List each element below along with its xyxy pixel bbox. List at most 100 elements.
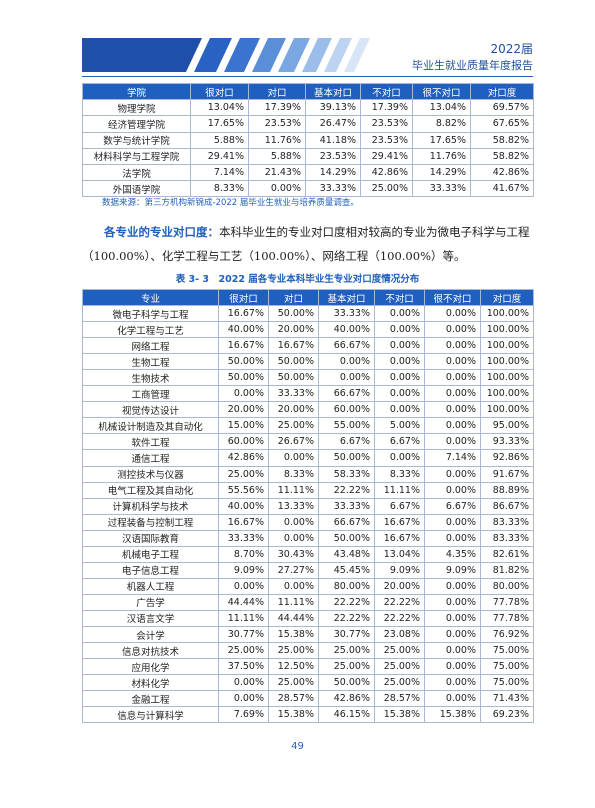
- value-cell: 14.29%: [305, 163, 361, 182]
- value-cell: 16.67%: [374, 529, 425, 547]
- value-cell: 66.67%: [318, 513, 375, 531]
- value-cell: 16.67%: [374, 513, 425, 531]
- header-year: 2022届: [490, 42, 533, 56]
- name-cell: 汉语国际教育: [82, 529, 219, 547]
- table-row: 网络工程 16.67% 16.67% 66.67% 0.00% 0.00% 100.00%: [82, 337, 534, 355]
- value-cell: 83.33%: [480, 513, 534, 531]
- value-cell: 100.00%: [480, 321, 534, 339]
- value-cell: 0.00%: [424, 433, 481, 451]
- value-cell: 8.82%: [412, 115, 471, 133]
- value-cell: 0.00%: [318, 353, 375, 371]
- name-cell: 法学院: [82, 163, 191, 182]
- value-cell: 25.00%: [318, 658, 375, 676]
- value-cell: 91.67%: [480, 465, 534, 483]
- name-cell: 工商管理: [82, 385, 219, 403]
- name-cell: 软件工程: [82, 433, 219, 451]
- value-cell: 100.00%: [480, 305, 534, 323]
- value-cell: 0.00%: [424, 417, 481, 435]
- value-cell: 13.04%: [190, 99, 249, 117]
- table-row: 材料科学与工程学院 29.41% 5.88% 23.53% 29.41% 11.76% 58…: [82, 147, 534, 165]
- value-cell: 33.33%: [218, 529, 269, 547]
- value-cell: 0.00%: [424, 305, 481, 323]
- value-cell: 42.86%: [318, 690, 375, 708]
- college-table: 学院 很对口 对口 基本对口 不对口 很不对口 对口度 物理学院 13.04% 17.39% 39.…: [82, 82, 534, 198]
- value-cell: 25.00%: [374, 642, 425, 660]
- table-row: 计算机科学与技术 40.00% 13.33% 33.33% 6.67% 6.67% 86.6…: [82, 497, 534, 515]
- header-cell: 专业: [82, 288, 219, 307]
- value-cell: 76.92%: [480, 625, 534, 644]
- value-cell: 50.00%: [268, 305, 319, 323]
- value-cell: 27.27%: [268, 561, 319, 579]
- value-cell: 25.00%: [374, 658, 425, 676]
- value-cell: 22.22%: [374, 609, 425, 627]
- value-cell: 33.33%: [268, 385, 319, 403]
- value-cell: 92.86%: [480, 449, 534, 467]
- value-cell: 8.70%: [218, 545, 269, 563]
- value-cell: 69.57%: [470, 99, 534, 117]
- value-cell: 28.57%: [374, 690, 425, 708]
- name-cell: 材料化学: [82, 674, 219, 692]
- name-cell: 汉语言文学: [82, 609, 219, 627]
- value-cell: 0.00%: [424, 337, 481, 355]
- value-cell: 17.65%: [190, 115, 249, 133]
- value-cell: 17.39%: [360, 99, 413, 117]
- value-cell: 0.00%: [218, 690, 269, 708]
- value-cell: 0.00%: [424, 465, 481, 483]
- value-cell: 100.00%: [480, 401, 534, 419]
- value-cell: 0.00%: [424, 642, 481, 660]
- header-row: 学院 很对口 对口 基本对口 不对口 很不对口 对口度: [82, 82, 534, 101]
- value-cell: 23.53%: [305, 147, 361, 165]
- value-cell: 0.00%: [374, 401, 425, 419]
- name-cell: 视觉传达设计: [82, 401, 219, 419]
- name-cell: 生物工程: [82, 353, 219, 371]
- value-cell: 17.65%: [412, 131, 471, 149]
- value-cell: 60.00%: [318, 401, 375, 419]
- header-decoration: [82, 38, 370, 72]
- value-cell: 28.57%: [268, 690, 319, 708]
- value-cell: 80.00%: [318, 577, 375, 595]
- table-row: 微电子科学与工程 16.67% 50.00% 33.33% 0.00% 0.00% 100.…: [82, 305, 534, 323]
- table-row: 工商管理 0.00% 33.33% 66.67% 0.00% 0.00% 100.00%: [82, 385, 534, 403]
- value-cell: 50.00%: [218, 353, 269, 371]
- table-row: 外国语学院 8.33% 0.00% 33.33% 25.00% 33.33% 41.67%: [82, 180, 534, 198]
- value-cell: 11.76%: [412, 147, 471, 165]
- value-cell: 14.29%: [412, 163, 471, 182]
- value-cell: 11.11%: [374, 481, 425, 499]
- value-cell: 67.65%: [470, 115, 534, 133]
- value-cell: 26.47%: [305, 115, 361, 133]
- value-cell: 71.43%: [480, 690, 534, 708]
- value-cell: 6.67%: [374, 433, 425, 451]
- value-cell: 50.00%: [268, 353, 319, 371]
- name-cell: 金融工程: [82, 690, 219, 708]
- value-cell: 0.00%: [268, 513, 319, 531]
- table-row: 电气工程及其自动化 55.56% 11.11% 22.22% 11.11% 0.00% 88…: [82, 481, 534, 499]
- value-cell: 58.33%: [318, 465, 375, 483]
- value-cell: 58.82%: [470, 147, 534, 165]
- table-row: 法学院 7.14% 21.43% 14.29% 42.86% 14.29% 42.86%: [82, 163, 534, 182]
- value-cell: 13.04%: [374, 545, 425, 563]
- value-cell: 25.00%: [218, 465, 269, 483]
- value-cell: 26.67%: [268, 433, 319, 451]
- value-cell: 30.77%: [318, 625, 375, 644]
- value-cell: 66.67%: [318, 385, 375, 403]
- value-cell: 29.41%: [190, 147, 249, 165]
- value-cell: 88.89%: [480, 481, 534, 499]
- value-cell: 6.67%: [318, 433, 375, 451]
- page-number: 49: [291, 741, 304, 752]
- value-cell: 0.00%: [268, 577, 319, 595]
- value-cell: 25.00%: [374, 674, 425, 692]
- value-cell: 0.00%: [424, 321, 481, 339]
- value-cell: 0.00%: [424, 401, 481, 419]
- paragraph: 各专业的专业对口度：本科毕业生的专业对口度相对较高的专业为微电子科学与工程（10…: [82, 220, 533, 268]
- value-cell: 100.00%: [480, 353, 534, 371]
- name-cell: 信息与计算科学: [82, 706, 219, 724]
- value-cell: 40.00%: [218, 497, 269, 515]
- value-cell: 0.00%: [218, 577, 269, 595]
- value-cell: 0.00%: [424, 513, 481, 531]
- header-cell: 基本对口: [318, 288, 375, 307]
- header-cell: 很对口: [218, 288, 269, 307]
- value-cell: 0.00%: [424, 385, 481, 403]
- value-cell: 6.67%: [424, 497, 481, 515]
- value-cell: 12.50%: [268, 658, 319, 676]
